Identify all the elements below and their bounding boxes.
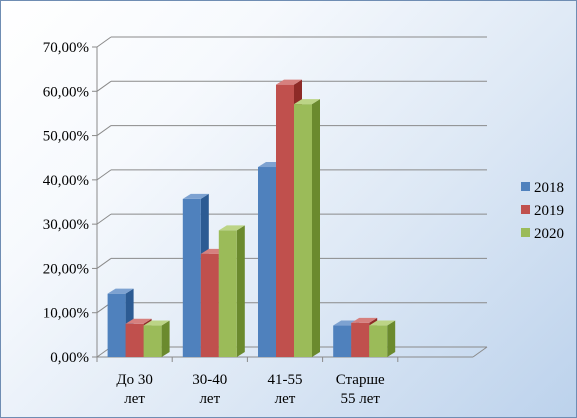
floor-right-edge	[472, 346, 488, 358]
y-tick-label: 20,00%	[43, 261, 89, 277]
category-label: 30-40	[192, 372, 227, 388]
bar-top	[182, 193, 209, 199]
y-tick-label: 30,00%	[43, 217, 89, 233]
bar	[276, 84, 294, 358]
gridline-side	[96, 80, 112, 92]
bar	[182, 198, 201, 357]
category-label: лет	[275, 391, 296, 407]
category-label: лет	[124, 391, 145, 407]
y-tick-label: 60,00%	[43, 84, 89, 100]
bar-top	[351, 317, 378, 323]
y-tick-label: 50,00%	[43, 129, 89, 145]
bar	[107, 293, 126, 357]
gridline-side	[96, 169, 112, 181]
legend-label: 2020	[534, 226, 564, 242]
gridline-side	[96, 213, 112, 225]
y-tick-label: 0,00%	[50, 350, 89, 366]
y-tick-label: 70,00%	[43, 40, 89, 56]
bar	[294, 104, 312, 357]
bar-side	[387, 320, 396, 357]
bar	[200, 253, 219, 357]
gridline-side	[96, 258, 112, 269]
category-label: Старше	[336, 372, 385, 388]
legend-swatch	[521, 228, 530, 237]
bar-top	[218, 225, 245, 231]
bar	[143, 325, 162, 357]
bar-side	[161, 320, 170, 357]
legend-swatch	[521, 205, 530, 214]
category-label: 55 лет	[340, 391, 380, 407]
bar	[258, 167, 276, 357]
bar-top	[125, 318, 152, 324]
gridline-side	[96, 125, 112, 136]
legend-swatch	[521, 182, 530, 191]
bar	[125, 323, 144, 357]
bar	[218, 230, 237, 357]
y-tick-label: 40,00%	[43, 173, 89, 189]
bar-top	[294, 99, 320, 105]
bar-side	[236, 225, 245, 357]
bar-top	[276, 79, 302, 85]
y-tick-label: 10,00%	[43, 306, 89, 322]
category-label: 41-55	[268, 372, 303, 388]
bar	[333, 325, 352, 357]
gridline-side	[96, 36, 112, 48]
bar-side	[312, 99, 320, 357]
bar	[369, 325, 388, 357]
bar	[351, 322, 370, 357]
bar-top	[369, 320, 396, 326]
category-label: лет	[199, 391, 220, 407]
bar-top	[107, 288, 134, 294]
bar-top	[143, 320, 170, 326]
category-label: До 30	[116, 372, 152, 388]
legend-label: 2019	[534, 203, 564, 219]
legend-label: 2018	[534, 180, 564, 196]
